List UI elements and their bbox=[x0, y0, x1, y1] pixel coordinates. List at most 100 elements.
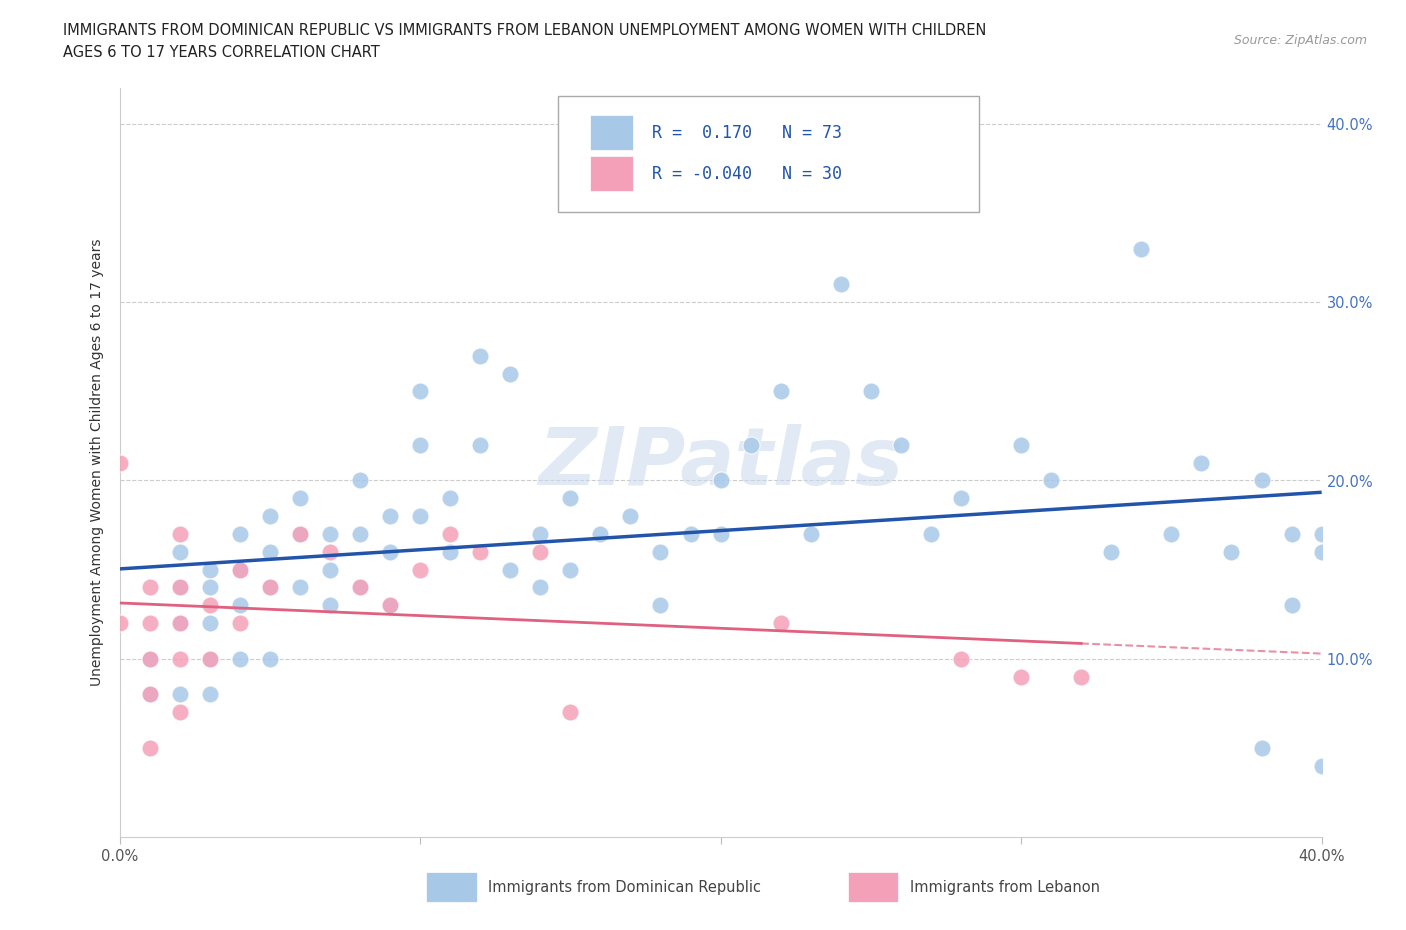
Point bbox=[1250, 473, 1272, 488]
Point bbox=[679, 526, 702, 541]
Point bbox=[198, 651, 221, 666]
Point bbox=[108, 616, 131, 631]
Point bbox=[319, 544, 342, 559]
Point bbox=[1010, 437, 1032, 452]
Point bbox=[1281, 598, 1303, 613]
Point bbox=[288, 526, 311, 541]
Point bbox=[1130, 242, 1153, 257]
Point bbox=[439, 526, 461, 541]
Point bbox=[950, 491, 973, 506]
Point bbox=[1310, 758, 1333, 773]
Point bbox=[378, 598, 401, 613]
FancyBboxPatch shape bbox=[589, 156, 633, 191]
Text: R =  0.170   N = 73: R = 0.170 N = 73 bbox=[652, 124, 842, 141]
Point bbox=[319, 562, 342, 577]
Text: Immigrants from Dominican Republic: Immigrants from Dominican Republic bbox=[488, 880, 761, 895]
Point bbox=[228, 598, 252, 613]
Point bbox=[288, 526, 311, 541]
Point bbox=[138, 651, 160, 666]
Y-axis label: Unemployment Among Women with Children Ages 6 to 17 years: Unemployment Among Women with Children A… bbox=[90, 239, 104, 686]
Point bbox=[1310, 526, 1333, 541]
Point bbox=[169, 580, 191, 595]
Text: Source: ZipAtlas.com: Source: ZipAtlas.com bbox=[1233, 34, 1367, 47]
Point bbox=[138, 740, 160, 755]
Point bbox=[288, 491, 311, 506]
Point bbox=[1010, 670, 1032, 684]
Point bbox=[169, 705, 191, 720]
Point bbox=[529, 544, 551, 559]
Point bbox=[409, 384, 432, 399]
Point bbox=[378, 509, 401, 524]
Point bbox=[228, 651, 252, 666]
Point bbox=[228, 526, 252, 541]
Point bbox=[409, 437, 432, 452]
Point bbox=[709, 526, 731, 541]
Point bbox=[499, 562, 522, 577]
Text: Immigrants from Lebanon: Immigrants from Lebanon bbox=[910, 880, 1099, 895]
Point bbox=[920, 526, 942, 541]
Point bbox=[228, 562, 252, 577]
Text: ZIPatlas: ZIPatlas bbox=[538, 424, 903, 501]
Point bbox=[589, 526, 612, 541]
Point bbox=[1160, 526, 1182, 541]
Point bbox=[769, 384, 792, 399]
Point bbox=[169, 651, 191, 666]
Point bbox=[859, 384, 882, 399]
Point bbox=[138, 687, 160, 702]
Point bbox=[1220, 544, 1243, 559]
Point bbox=[108, 456, 131, 471]
Point bbox=[259, 544, 281, 559]
Point bbox=[439, 491, 461, 506]
Point bbox=[468, 544, 492, 559]
Point bbox=[560, 562, 582, 577]
Point bbox=[709, 473, 731, 488]
Point bbox=[468, 349, 492, 364]
Point bbox=[259, 580, 281, 595]
Point bbox=[529, 580, 551, 595]
Point bbox=[169, 616, 191, 631]
Point bbox=[198, 562, 221, 577]
Point bbox=[198, 598, 221, 613]
Point bbox=[560, 491, 582, 506]
Point bbox=[259, 580, 281, 595]
Point bbox=[1281, 526, 1303, 541]
FancyBboxPatch shape bbox=[589, 115, 633, 150]
Point bbox=[830, 277, 852, 292]
Point bbox=[169, 580, 191, 595]
FancyBboxPatch shape bbox=[558, 96, 979, 212]
Point bbox=[349, 580, 371, 595]
Point bbox=[138, 651, 160, 666]
Point bbox=[769, 616, 792, 631]
Point bbox=[409, 509, 432, 524]
Point bbox=[228, 616, 252, 631]
Point bbox=[169, 687, 191, 702]
Point bbox=[198, 687, 221, 702]
Point bbox=[560, 705, 582, 720]
Point bbox=[468, 437, 492, 452]
Point bbox=[349, 580, 371, 595]
Point bbox=[650, 598, 672, 613]
Point bbox=[198, 651, 221, 666]
Point bbox=[319, 598, 342, 613]
Point bbox=[950, 651, 973, 666]
Point bbox=[1310, 544, 1333, 559]
Point bbox=[138, 580, 160, 595]
Point bbox=[349, 473, 371, 488]
Point bbox=[740, 437, 762, 452]
Point bbox=[259, 651, 281, 666]
Point bbox=[499, 366, 522, 381]
Point bbox=[288, 580, 311, 595]
Point bbox=[198, 616, 221, 631]
Point bbox=[228, 562, 252, 577]
Point bbox=[890, 437, 912, 452]
Point bbox=[378, 598, 401, 613]
Point bbox=[169, 616, 191, 631]
Text: AGES 6 TO 17 YEARS CORRELATION CHART: AGES 6 TO 17 YEARS CORRELATION CHART bbox=[63, 45, 380, 60]
Point bbox=[169, 526, 191, 541]
Point bbox=[259, 509, 281, 524]
Point bbox=[1040, 473, 1063, 488]
Point bbox=[1189, 456, 1212, 471]
Point bbox=[349, 526, 371, 541]
Text: IMMIGRANTS FROM DOMINICAN REPUBLIC VS IMMIGRANTS FROM LEBANON UNEMPLOYMENT AMONG: IMMIGRANTS FROM DOMINICAN REPUBLIC VS IM… bbox=[63, 23, 987, 38]
Point bbox=[439, 544, 461, 559]
